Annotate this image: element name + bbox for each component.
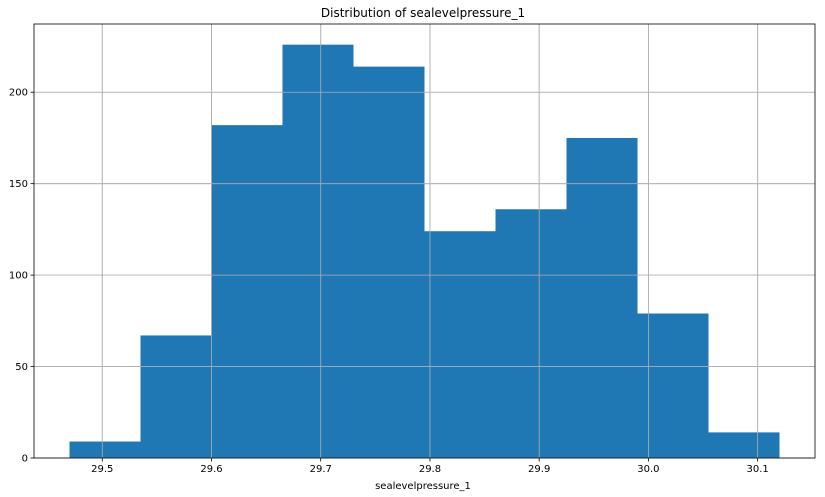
histogram-bar <box>495 209 567 458</box>
x-tick-label: 29.9 <box>528 464 550 475</box>
plot-frame <box>33 23 816 459</box>
axes <box>30 23 816 462</box>
histogram-bar <box>637 313 709 458</box>
x-tick-label: 29.6 <box>200 464 222 475</box>
histogram-bar <box>211 125 283 458</box>
histogram-bars <box>34 24 815 459</box>
histogram-bar <box>353 66 425 458</box>
chart-title: Distribution of sealevelpressure_1 <box>321 6 525 20</box>
histogram-bar <box>424 231 496 458</box>
x-tick-label: 29.5 <box>91 464 113 475</box>
histogram-bar <box>282 44 354 459</box>
y-tick-label: 0 <box>22 454 28 465</box>
y-tick-label: 50 <box>15 362 28 373</box>
x-axis-label: sealevelpressure_1 <box>375 481 471 492</box>
tick-labels: 29.5 29.6 29.7 29.8 29.9 30.0 30.1 0 50 100 150 200 <box>9 88 769 475</box>
y-tick-label: 150 <box>9 179 28 190</box>
x-tick-label: 29.7 <box>310 464 332 475</box>
histogram-bar <box>708 432 780 458</box>
histogram-bar <box>566 137 638 458</box>
y-tick-label: 200 <box>9 88 28 99</box>
x-tick-label: 29.8 <box>419 464 441 475</box>
x-tick-label: 30.0 <box>637 464 659 475</box>
x-tick-label: 30.1 <box>747 464 769 475</box>
histogram-bar <box>140 335 212 458</box>
histogram-bar <box>69 441 141 458</box>
y-tick-label: 100 <box>9 271 28 282</box>
